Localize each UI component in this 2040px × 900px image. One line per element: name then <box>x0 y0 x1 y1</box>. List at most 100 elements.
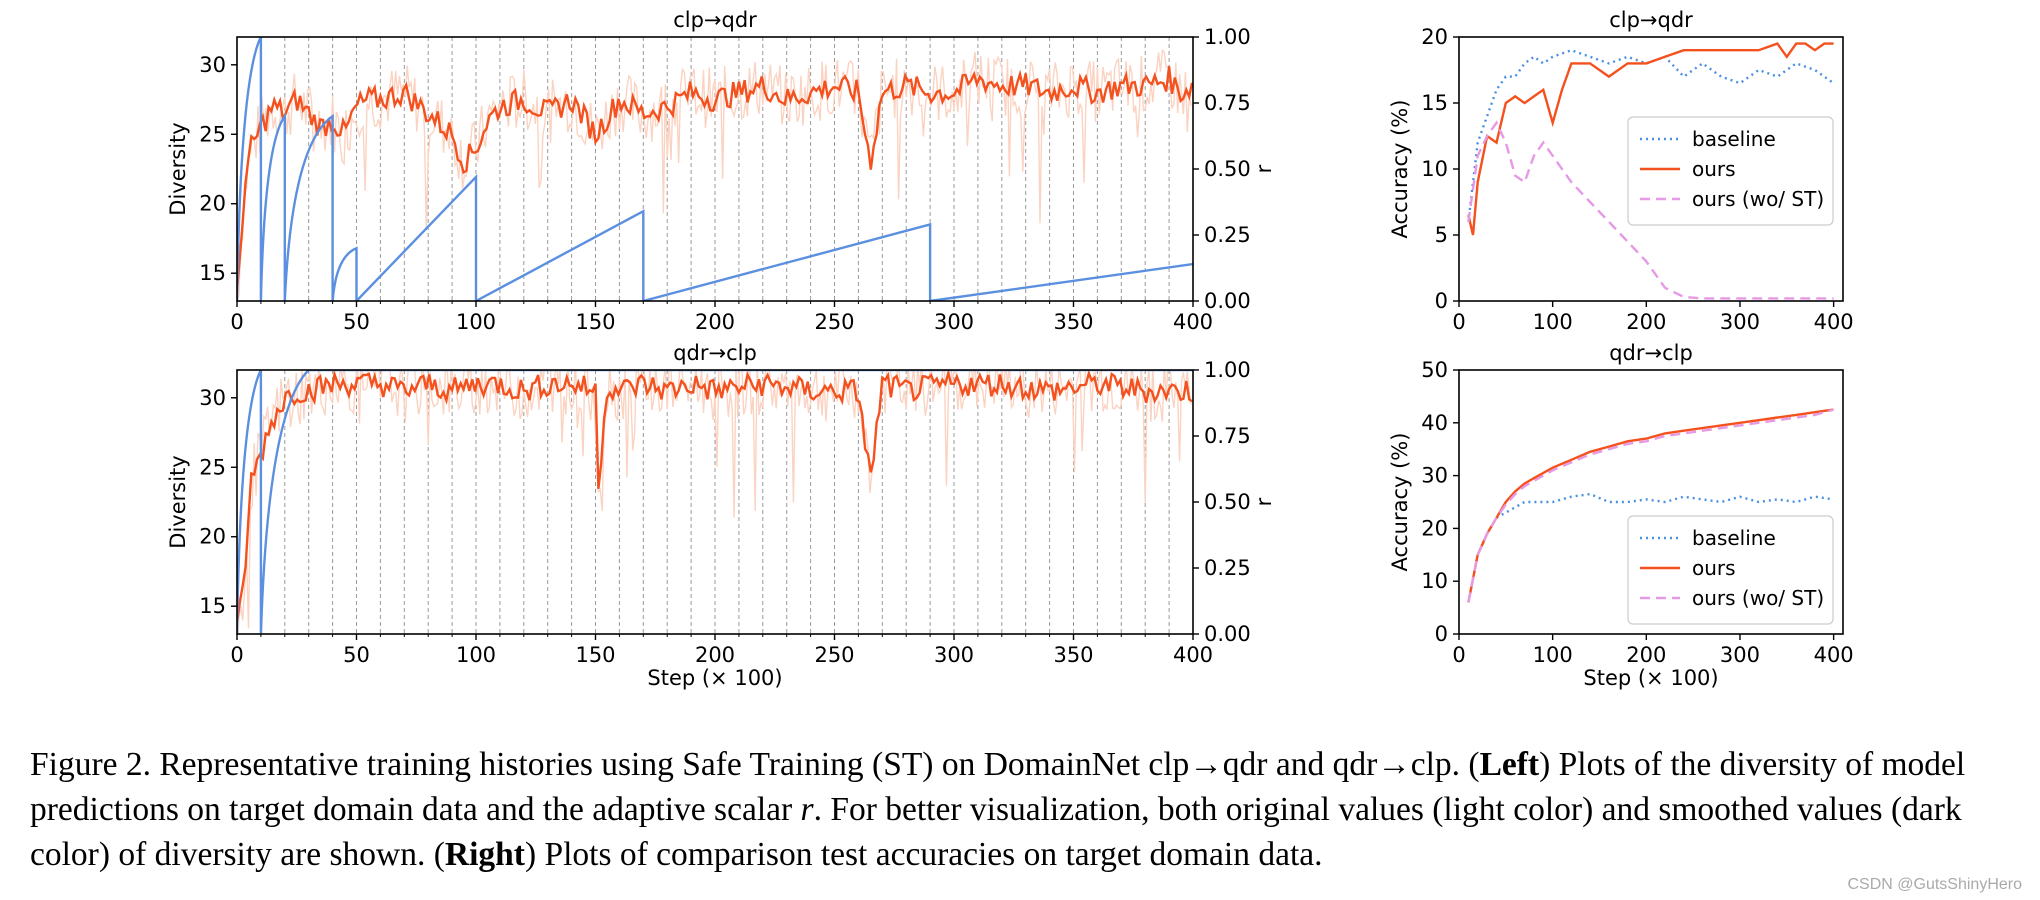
chart-title: clp→qdr <box>673 8 757 32</box>
x-tick-label: 400 <box>1814 643 1854 667</box>
x-tick-label: 300 <box>934 643 974 667</box>
caption-left-label: Left <box>1479 746 1540 783</box>
y-right-tick-label: 0.50 <box>1204 157 1251 181</box>
x-axis-label: Step (× 100) <box>1583 666 1718 690</box>
watermark: CSDN @GutsShinyHero <box>1847 876 2022 893</box>
x-tick-label: 100 <box>456 643 496 667</box>
x-tick-label: 300 <box>1720 310 1760 334</box>
r-line <box>237 37 1193 301</box>
diversity-chart-2: 0 50 100 150 200 250 300 350 400 15 20 25 30 0.00 0.25… <box>166 341 1276 690</box>
x-tick-label: 400 <box>1173 310 1213 334</box>
x-tick-label: 400 <box>1173 643 1213 667</box>
legend-label: ours (wo/ ST) <box>1692 586 1824 610</box>
x-tick-label: 100 <box>1533 643 1573 667</box>
y-tick-label: 50 <box>1421 358 1448 382</box>
y-axis-right: 0.00 0.25 0.50 0.75 1.00 <box>1193 25 1251 313</box>
y-tick-label: 30 <box>199 53 226 77</box>
y-axis-label: Diversity <box>166 122 190 215</box>
y-tick-label: 15 <box>1421 91 1448 115</box>
diversity-chart-1: 0 50 100 150 200 250 300 350 400 15 20 25 30 0.00 0.25… <box>166 8 1276 334</box>
caption-text-3: . For better visualization, both origina… <box>30 791 1962 873</box>
y-tick-label: 20 <box>199 192 226 216</box>
x-axis: 0 50 100 150 200 250 300 350 400 <box>230 301 1213 334</box>
y-tick-label: 20 <box>1421 516 1448 540</box>
y-right-axis-label: r <box>1252 164 1276 173</box>
series-line-ours-wo-st- <box>1467 120 1834 300</box>
y-right-axis-label: r <box>1252 497 1276 506</box>
x-axis: 0 100 200 300 400 <box>1452 634 1854 667</box>
y-axis-label: Diversity <box>166 455 190 548</box>
x-tick-label: 400 <box>1814 310 1854 334</box>
x-tick-label: 50 <box>343 643 370 667</box>
x-tick-label: 200 <box>1626 643 1666 667</box>
x-tick-label: 0 <box>230 310 243 334</box>
chart-title: qdr→clp <box>1609 341 1693 365</box>
x-tick-label: 350 <box>1053 310 1093 334</box>
series-line-ours-wo-st- <box>1467 408 1834 603</box>
x-tick-label: 150 <box>575 310 615 334</box>
y-tick-label: 5 <box>1435 223 1448 247</box>
x-tick-label: 300 <box>1720 643 1760 667</box>
legend: baseline ours ours (wo/ ST) <box>1627 515 1834 625</box>
x-axis: 0 50 100 150 200 250 300 350 400 <box>230 634 1213 667</box>
x-tick-label: 200 <box>695 643 735 667</box>
y-tick-label: 25 <box>199 455 226 479</box>
y-tick-label: 10 <box>1421 157 1448 181</box>
y-axis-right: 0.00 0.25 0.50 0.75 1.00 <box>1193 358 1251 646</box>
legend-label: baseline <box>1692 127 1776 151</box>
x-tick-label: 100 <box>1533 310 1573 334</box>
legend-label: baseline <box>1692 526 1776 550</box>
series-line-ours <box>1467 408 1834 603</box>
y-right-tick-label: 1.00 <box>1204 25 1251 49</box>
y-tick-label: 20 <box>1421 25 1448 49</box>
y-tick-label: 20 <box>199 525 226 549</box>
x-axis-label: Step (× 100) <box>647 666 782 690</box>
legend-label: ours <box>1692 556 1736 580</box>
accuracy-chart-2: 0 100 200 300 400 0 10 20 30 40 50 qdr→clp Accuracy … <box>1388 341 1854 690</box>
figure: 0 50 100 150 200 250 300 350 400152025300.000.25… <box>166 8 1854 690</box>
x-tick-label: 150 <box>575 643 615 667</box>
y-axis: 0 5 10 15 20 <box>1421 25 1459 313</box>
y-tick-label: 25 <box>199 122 226 146</box>
legend-label: ours <box>1692 157 1736 181</box>
x-tick-label: 200 <box>695 310 735 334</box>
y-tick-label: 30 <box>199 386 226 410</box>
x-tick-label: 0 <box>230 643 243 667</box>
x-tick-label: 300 <box>934 310 974 334</box>
y-tick-label: 15 <box>199 594 226 618</box>
caption-r-symbol: r <box>800 791 814 828</box>
plot-frame <box>1458 369 1844 635</box>
caption-text-4: ) Plots of comparison test accuracies on… <box>524 836 1323 873</box>
figure-caption: Figure 2. Representative training histor… <box>30 742 2020 877</box>
x-tick-label: 350 <box>1053 643 1093 667</box>
y-tick-label: 40 <box>1421 411 1448 435</box>
caption-text-1: Figure 2. Representative training histor… <box>30 746 1480 783</box>
x-tick-label: 0 <box>1452 643 1465 667</box>
y-right-tick-label: 0.25 <box>1204 223 1251 247</box>
caption-right-label: Right <box>444 836 525 873</box>
legend-label: ours (wo/ ST) <box>1692 187 1824 211</box>
diversity-smoothed-line <box>237 66 1193 291</box>
y-tick-label: 0 <box>1435 622 1448 646</box>
y-right-tick-label: 0.00 <box>1204 289 1251 313</box>
x-tick-label: 250 <box>814 310 854 334</box>
y-right-tick-label: 0.00 <box>1204 622 1251 646</box>
y-tick-label: 10 <box>1421 569 1448 593</box>
y-axis: 0 10 20 30 40 50 <box>1421 358 1459 646</box>
caption-text-2: ) Plots of the diversity of model predic… <box>30 746 1966 828</box>
x-tick-label: 100 <box>456 310 496 334</box>
y-axis-left: 15 20 25 30 <box>199 53 237 285</box>
x-tick-label: 200 <box>1626 310 1666 334</box>
accuracy-chart-1: 0 100 200 300 400 0 5 10 15 20 clp→qdr Accuracy (%)… <box>1388 8 1854 334</box>
y-right-tick-label: 0.50 <box>1204 490 1251 514</box>
y-axis-left: 15 20 25 30 <box>199 386 237 618</box>
chart-title: clp→qdr <box>1609 8 1693 32</box>
x-tick-label: 50 <box>343 310 370 334</box>
milestone-lines <box>260 37 1170 301</box>
y-right-tick-label: 0.25 <box>1204 556 1251 580</box>
y-axis-label: Accuracy (%) <box>1388 100 1412 239</box>
series-line-baseline <box>1467 48 1835 222</box>
r-line <box>237 370 1193 634</box>
y-right-tick-label: 0.75 <box>1204 91 1251 115</box>
diversity-smoothed-line <box>237 370 1193 623</box>
